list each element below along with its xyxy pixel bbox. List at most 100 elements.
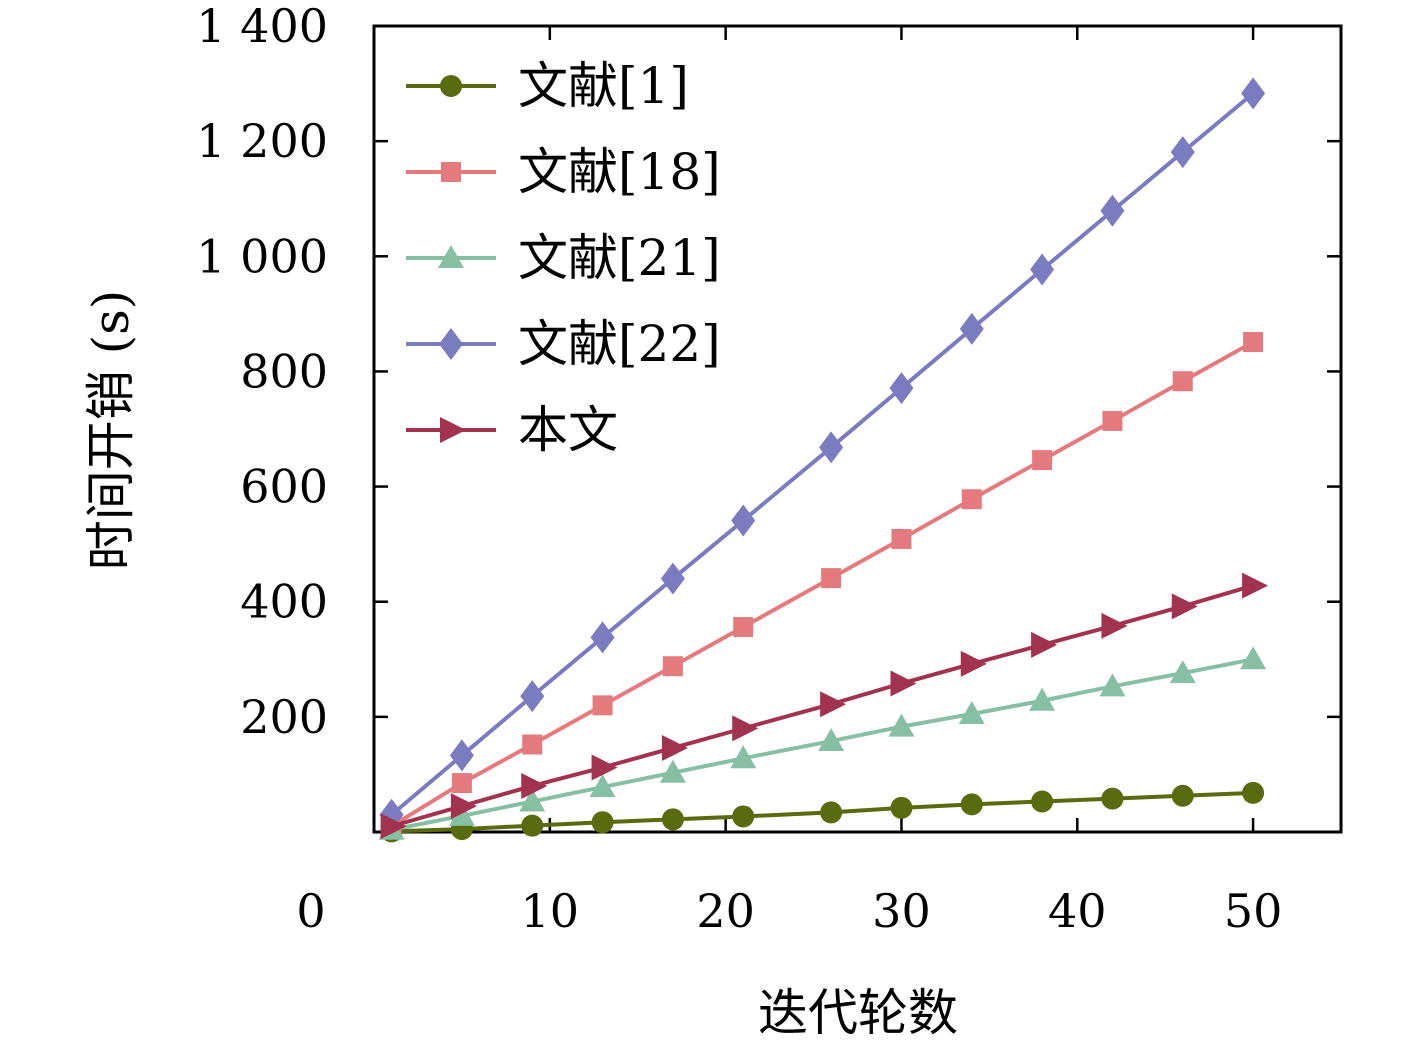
y-axis-title: 时间开销 (s) <box>82 290 140 571</box>
legend: 文献[1] 文献[18] 文献[21] 文献[22] 本文 <box>406 57 721 459</box>
data-point <box>818 728 845 752</box>
series-1 <box>381 332 1264 837</box>
y-tick-label: 1 200 <box>196 114 328 168</box>
axis-ticks: 200 400 600 800 1 000 1 200 1 400 10 20 30 40 50 <box>196 0 1341 938</box>
legend-entry: 文献[1] <box>406 57 689 115</box>
data-point <box>1030 253 1055 286</box>
legend-entry: 文献[22] <box>406 315 721 373</box>
data-point <box>522 734 543 755</box>
x-tick-label: 10 <box>521 884 580 938</box>
data-point <box>888 713 915 737</box>
data-point <box>819 431 844 464</box>
data-point <box>591 811 614 834</box>
data-point <box>732 805 755 828</box>
data-point <box>448 802 475 826</box>
data-point <box>660 562 685 595</box>
data-point <box>730 745 757 769</box>
legend-marker <box>440 75 462 97</box>
data-point <box>661 734 688 761</box>
data-point <box>1171 784 1194 807</box>
data-point <box>521 814 544 837</box>
data-point <box>521 772 548 799</box>
data-point <box>959 312 984 345</box>
data-point <box>1101 612 1128 639</box>
data-point <box>659 759 686 783</box>
data-point <box>1032 450 1053 471</box>
legend-label: 本文 <box>518 401 618 459</box>
data-point <box>519 788 546 812</box>
data-point <box>958 700 985 724</box>
data-point <box>591 754 618 781</box>
legend-marker <box>438 245 464 268</box>
y-tick-label: 1 400 <box>196 0 328 53</box>
data-point <box>1170 136 1195 169</box>
data-point <box>820 801 843 824</box>
legend-label: 文献[1] <box>518 57 689 115</box>
series-layer <box>378 77 1269 843</box>
data-point <box>1242 572 1269 599</box>
y-tick-label: 800 <box>240 344 328 398</box>
legend-label: 文献[21] <box>518 229 721 287</box>
data-point <box>1243 332 1264 353</box>
data-point <box>891 528 912 549</box>
data-point <box>520 680 545 713</box>
legend-entry: 文献[21] <box>406 229 721 287</box>
x-tick-label: 30 <box>872 884 931 938</box>
y-tick-label: 1 000 <box>196 229 328 283</box>
legend-marker <box>441 162 461 182</box>
legend-marker <box>439 328 463 360</box>
data-point <box>662 656 683 677</box>
data-point <box>1101 787 1124 810</box>
data-point <box>1100 194 1125 227</box>
legend-label: 文献[18] <box>518 143 721 201</box>
data-point <box>451 773 472 794</box>
data-point <box>1102 410 1123 431</box>
y-tick-label: 200 <box>240 690 328 744</box>
data-point <box>1171 593 1198 620</box>
y-tick-label: 600 <box>240 460 328 514</box>
legend-entry: 本文 <box>406 401 618 459</box>
data-point <box>1099 673 1126 697</box>
data-point <box>889 372 914 405</box>
data-point <box>1172 371 1193 392</box>
data-point <box>661 808 684 831</box>
x-axis-title: 迭代轮数 <box>758 984 958 1042</box>
data-point <box>731 504 756 537</box>
data-point <box>1240 646 1267 670</box>
legend-entry: 文献[18] <box>406 143 721 201</box>
data-point <box>449 739 474 772</box>
data-point <box>1169 660 1196 684</box>
plot-frame <box>372 24 1343 834</box>
data-point <box>820 691 847 718</box>
data-point <box>592 695 613 716</box>
data-point <box>590 621 615 654</box>
x-tick-label: 20 <box>696 884 755 938</box>
data-point <box>961 489 982 510</box>
data-point <box>1029 687 1056 711</box>
x-origin-label: 0 <box>296 884 325 938</box>
legend-marker <box>440 417 466 443</box>
data-point <box>1031 790 1054 813</box>
x-tick-label: 50 <box>1224 884 1283 938</box>
data-point <box>1242 781 1265 804</box>
data-point <box>890 796 913 819</box>
legend-label: 文献[22] <box>518 315 721 373</box>
data-point <box>1241 77 1266 110</box>
data-point <box>380 813 407 840</box>
series-0 <box>380 781 1265 843</box>
series-3 <box>379 77 1266 831</box>
series-2 <box>378 646 1267 840</box>
data-point <box>1031 631 1058 658</box>
data-point <box>450 793 477 820</box>
data-point <box>732 715 759 742</box>
y-tick-label: 400 <box>240 575 328 629</box>
data-point <box>960 793 983 816</box>
data-point <box>733 617 754 638</box>
data-point <box>960 650 987 677</box>
series-4 <box>380 572 1269 840</box>
data-point <box>890 670 917 697</box>
data-point <box>589 774 616 798</box>
x-tick-label: 40 <box>1048 884 1107 938</box>
data-point <box>821 568 842 589</box>
